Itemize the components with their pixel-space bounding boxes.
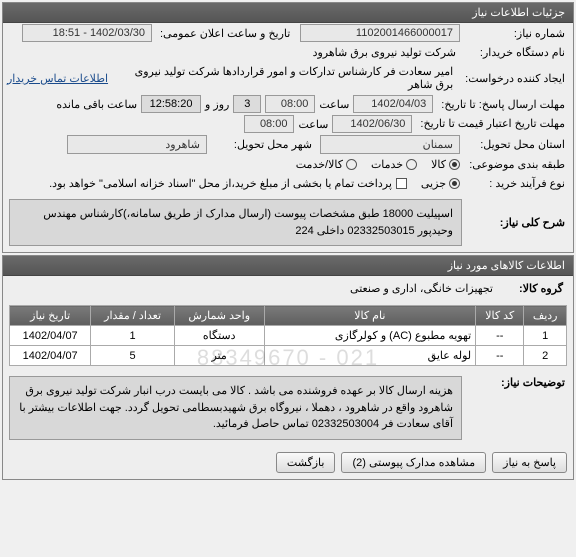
col-date: تاریخ نیاز bbox=[10, 306, 91, 326]
table-row: 1 -- تهویه مطبوع (AC) و کولرگازی دستگاه … bbox=[10, 326, 567, 346]
province-label: استان محل تحویل: bbox=[464, 136, 569, 153]
col-qty: تعداد / مقدار bbox=[91, 306, 175, 326]
row-notes: توضیحات نیاز: هزینه ارسال کالا بر عهده ف… bbox=[3, 370, 573, 446]
row-buy-type: نوع فرآیند خرید : جزیی پرداخت تمام یا بخ… bbox=[3, 174, 573, 193]
treasury-checkbox[interactable]: پرداخت تمام یا بخشی از مبلغ خرید،از محل … bbox=[49, 177, 407, 190]
row-group: گروه کالا: تجهیزات خانگی، اداری و صنعتی bbox=[3, 276, 573, 301]
radio-both[interactable]: کالا/خدمت bbox=[296, 158, 357, 171]
row-location: استان محل تحویل: سمنان شهر محل تحویل: شا… bbox=[3, 134, 573, 155]
goods-panel-header: اطلاعات کالاهای مورد نیاز bbox=[3, 256, 573, 276]
row-desc: شرح کلی نیاز: اسپیلیت 18000 طبق مشخصات پ… bbox=[3, 193, 573, 252]
validity-label: مهلت تاریخ اعتبار قیمت تا تاریخ: bbox=[416, 115, 569, 133]
announce-label: تاریخ و ساعت اعلان عمومی: bbox=[156, 25, 296, 42]
col-row: ردیف bbox=[524, 306, 567, 326]
creator-value: امیر سعادت فر کارشناس تدارکات و امور قرا… bbox=[112, 63, 457, 93]
goods-table: ردیف کد کالا نام کالا واحد شمارش تعداد /… bbox=[9, 305, 567, 366]
row-deadline: مهلت ارسال پاسخ: تا تاریخ: 1402/04/03 سا… bbox=[3, 94, 573, 114]
goods-panel: اطلاعات کالاهای مورد نیاز گروه کالا: تجه… bbox=[2, 255, 574, 480]
button-bar: پاسخ به نیاز مشاهده مدارک پیوستی (2) باز… bbox=[3, 446, 573, 479]
province-field: سمنان bbox=[320, 135, 460, 154]
remain-field: 12:58:20 bbox=[141, 95, 201, 113]
row-category: طبقه بندی موضوعی: کالا خدمات کالا/خدمت bbox=[3, 155, 573, 174]
notes-label: توضیحات نیاز: bbox=[468, 370, 573, 395]
city-label: شهر محل تحویل: bbox=[211, 136, 316, 153]
category-label: طبقه بندی موضوعی: bbox=[464, 156, 569, 173]
row-validity: مهلت تاریخ اعتبار قیمت تا تاریخ: 1402/06… bbox=[3, 114, 573, 134]
col-unit: واحد شمارش bbox=[174, 306, 264, 326]
panel-header: جزئیات اطلاعات نیاز bbox=[3, 3, 573, 23]
creator-label: ایجاد کننده درخواست: bbox=[461, 70, 569, 87]
col-name: نام کالا bbox=[264, 306, 476, 326]
table-row: 2 -- لوله عایق متر 5 1402/04/07 bbox=[10, 346, 567, 366]
reply-button[interactable]: پاسخ به نیاز bbox=[492, 452, 567, 473]
desc-label: شرح کلی نیاز: bbox=[468, 210, 573, 235]
days-label: روز و bbox=[205, 98, 229, 111]
buy-type-label: نوع فرآیند خرید : bbox=[464, 175, 569, 192]
validity-date: 1402/06/30 bbox=[332, 115, 412, 133]
row-need-no: شماره نیاز: 1102001466000017 تاریخ و ساع… bbox=[3, 23, 573, 43]
row-buyer: نام دستگاه خریدار: شرکت تولید نیروی برق … bbox=[3, 43, 573, 62]
days-field: 3 bbox=[233, 95, 261, 113]
need-info-panel: جزئیات اطلاعات نیاز شماره نیاز: 11020014… bbox=[2, 2, 574, 253]
remain-label: ساعت باقی مانده bbox=[56, 98, 137, 111]
table-header-row: ردیف کد کالا نام کالا واحد شمارش تعداد /… bbox=[10, 306, 567, 326]
buyer-value: شرکت تولید نیروی برق شاهرود bbox=[309, 44, 460, 61]
attachments-button[interactable]: مشاهده مدارک پیوستی (2) bbox=[341, 452, 486, 473]
time-label: ساعت bbox=[319, 98, 349, 111]
col-code: کد کالا bbox=[476, 306, 524, 326]
group-label: گروه کالا: bbox=[497, 280, 567, 297]
radio-services[interactable]: خدمات bbox=[371, 158, 417, 171]
radio-partial[interactable]: جزیی bbox=[421, 177, 460, 190]
validity-time: 08:00 bbox=[244, 115, 294, 133]
need-no-label: شماره نیاز: bbox=[464, 25, 569, 42]
city-field: شاهرود bbox=[67, 135, 207, 154]
need-no-field: 1102001466000017 bbox=[300, 24, 460, 42]
deadline-date: 1402/04/03 bbox=[353, 95, 433, 113]
validity-time-label: ساعت bbox=[298, 118, 328, 131]
row-creator: ایجاد کننده درخواست: امیر سعادت فر کارشن… bbox=[3, 62, 573, 94]
back-button[interactable]: بازگشت bbox=[276, 452, 336, 473]
radio-goods[interactable]: کالا bbox=[431, 158, 460, 171]
group-value: تجهیزات خانگی، اداری و صنعتی bbox=[346, 280, 497, 297]
deadline-time: 08:00 bbox=[265, 95, 315, 113]
deadline-label: مهلت ارسال پاسخ: تا تاریخ: bbox=[437, 96, 569, 113]
buyer-label: نام دستگاه خریدار: bbox=[464, 44, 569, 61]
announce-field: 1402/03/30 - 18:51 bbox=[22, 24, 152, 42]
notes-box: هزینه ارسال کالا بر عهده فروشنده می باشد… bbox=[9, 376, 462, 440]
contact-link[interactable]: اطلاعات تماس خریدار bbox=[7, 72, 108, 85]
desc-box: اسپیلیت 18000 طبق مشخصات پیوست (ارسال مد… bbox=[9, 199, 462, 246]
